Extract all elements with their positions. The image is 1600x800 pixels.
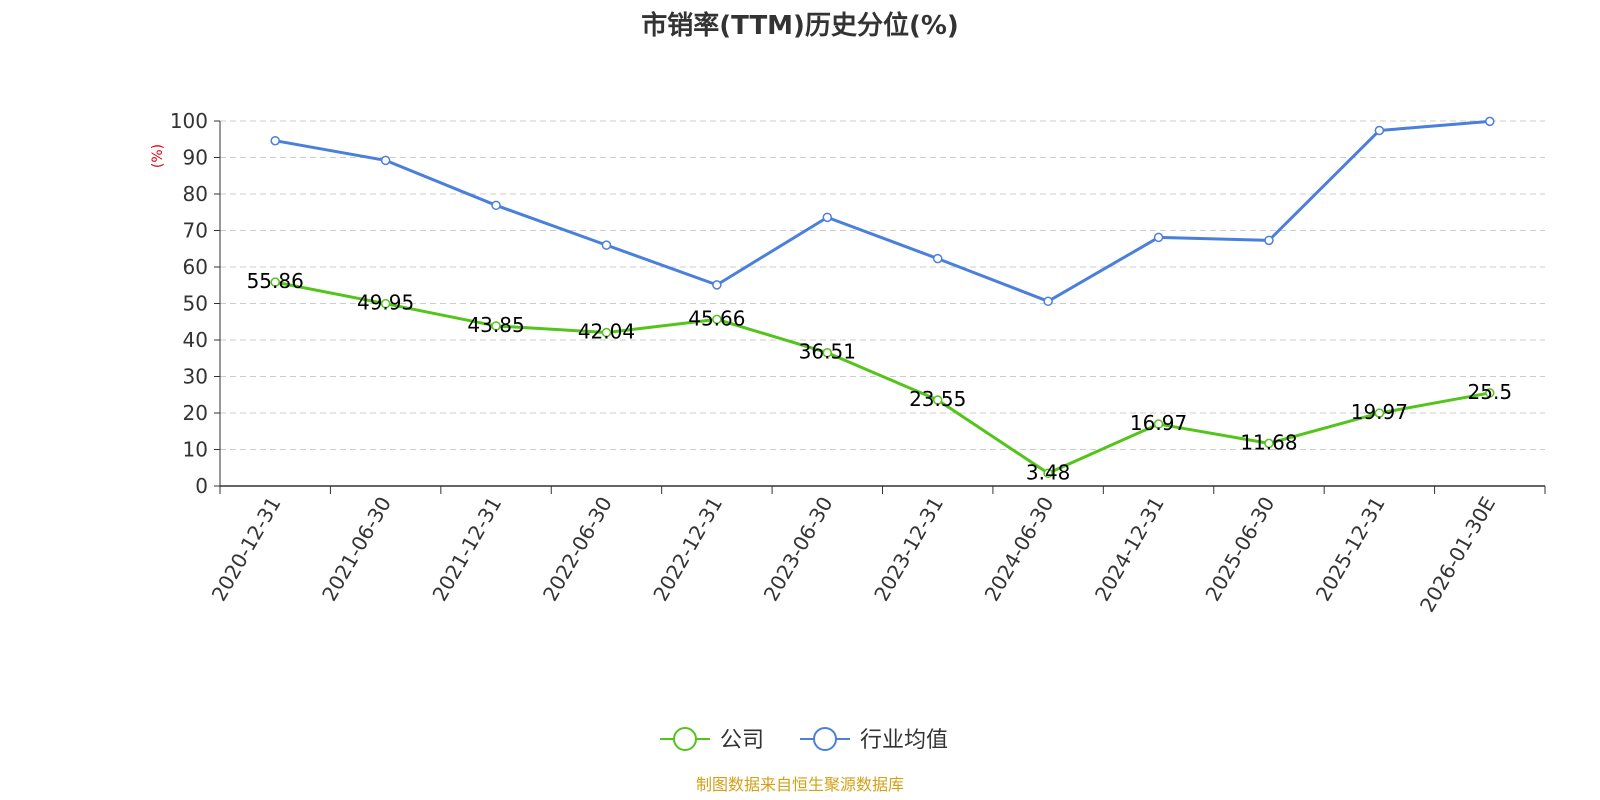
y-tick-label: 70 (183, 219, 208, 243)
y-tick-label: 100 (170, 109, 208, 133)
data-point (1153, 419, 1164, 429)
data-label: 45.66 (688, 306, 745, 330)
source-note: 制图数据来自恒生聚源数据库 (696, 775, 904, 794)
data-label: 19.97 (1351, 400, 1408, 424)
data-label: 11.68 (1240, 430, 1297, 454)
data-label: 36.51 (799, 340, 856, 364)
data-label: 49.95 (357, 291, 414, 315)
x-tick-label: 2021-12-31 (427, 492, 506, 605)
data-label: 43.85 (467, 313, 524, 337)
x-tick-label: 2026-01-30E (1415, 493, 1500, 617)
data-label: 55.86 (247, 269, 304, 293)
y-tick-label: 10 (183, 438, 208, 462)
legend-item[interactable]: 公司 (660, 727, 764, 753)
data-point (491, 321, 501, 331)
legend-swatch-marker (673, 727, 697, 751)
data-point (822, 347, 833, 358)
y-tick-label: 50 (183, 292, 208, 316)
y-axis-label: (%) (150, 144, 166, 168)
y-ticks: 0 10 20 30 40 50 60 70 80 90 100 (170, 109, 220, 498)
legend[interactable]: 公司 行业均值 (660, 727, 948, 753)
x-tick-label: 2024-06-30 (980, 493, 1059, 606)
data-label: 16.97 (1130, 411, 1187, 435)
data-point (712, 280, 722, 290)
series-layer (270, 116, 1495, 479)
y-tick-label: 0 (195, 474, 208, 498)
legend-swatch-marker (813, 727, 837, 751)
data-point (1374, 125, 1385, 136)
data-point (1153, 232, 1164, 243)
data-label: 25.5 (1468, 380, 1513, 404)
y-tick-label: 30 (183, 365, 208, 389)
y-tick-label: 40 (183, 328, 208, 352)
data-point (601, 327, 612, 338)
data-point (1264, 235, 1274, 246)
series-line (274, 119, 1490, 303)
y-tick-label: 20 (183, 401, 208, 425)
data-point (712, 314, 722, 325)
data-point (601, 240, 612, 250)
data-point (380, 155, 391, 166)
legend-label: 公司 (720, 728, 764, 753)
x-tick-label: 2023-12-31 (869, 492, 948, 605)
data-point (1043, 296, 1053, 307)
data-labels: 55.86 49.95 43.85 42.04 45.66 36.51 23.55 3.48 1… (247, 269, 1512, 484)
gridlines (220, 120, 1545, 450)
data-point (491, 200, 501, 211)
y-tick-label: 90 (183, 146, 208, 170)
y-tick-label: 80 (183, 182, 208, 206)
data-point (932, 395, 943, 405)
x-tick-label: 2024-12-31 (1090, 493, 1169, 606)
x-tick-label: 2022-06-30 (538, 493, 617, 606)
legend-label: 行业均值 (860, 728, 948, 753)
data-point (380, 298, 391, 309)
data-point (822, 212, 833, 223)
x-ticks: 2020-12-31 2021-06-30 2021-12-31 2022-06-30… (207, 486, 1546, 617)
x-tick-label: 2025-12-31 (1311, 493, 1390, 606)
data-point (1485, 388, 1495, 398)
legend-item[interactable]: 行业均值 (800, 727, 948, 753)
data-point (1264, 438, 1274, 449)
x-tick-label: 2020-12-31 (207, 493, 286, 606)
data-label: 3.48 (1026, 460, 1071, 484)
data-point (1043, 468, 1053, 479)
data-point (1374, 408, 1385, 418)
series-line (274, 280, 1491, 475)
data-point (1485, 116, 1495, 127)
x-tick-label: 2023-06-30 (759, 493, 838, 606)
data-point (270, 277, 280, 287)
x-tick-label: 2021-06-30 (317, 493, 396, 606)
data-label: 42.04 (578, 320, 635, 344)
x-tick-label: 2022-12-31 (648, 493, 727, 606)
y-tick-label: 60 (183, 255, 208, 279)
data-label: 23.55 (909, 387, 966, 411)
data-point (270, 135, 280, 146)
chart-title: 市销率(TTM)历史分位(%) (641, 10, 959, 41)
data-point (932, 253, 943, 264)
x-tick-label: 2025-06-30 (1200, 493, 1279, 606)
